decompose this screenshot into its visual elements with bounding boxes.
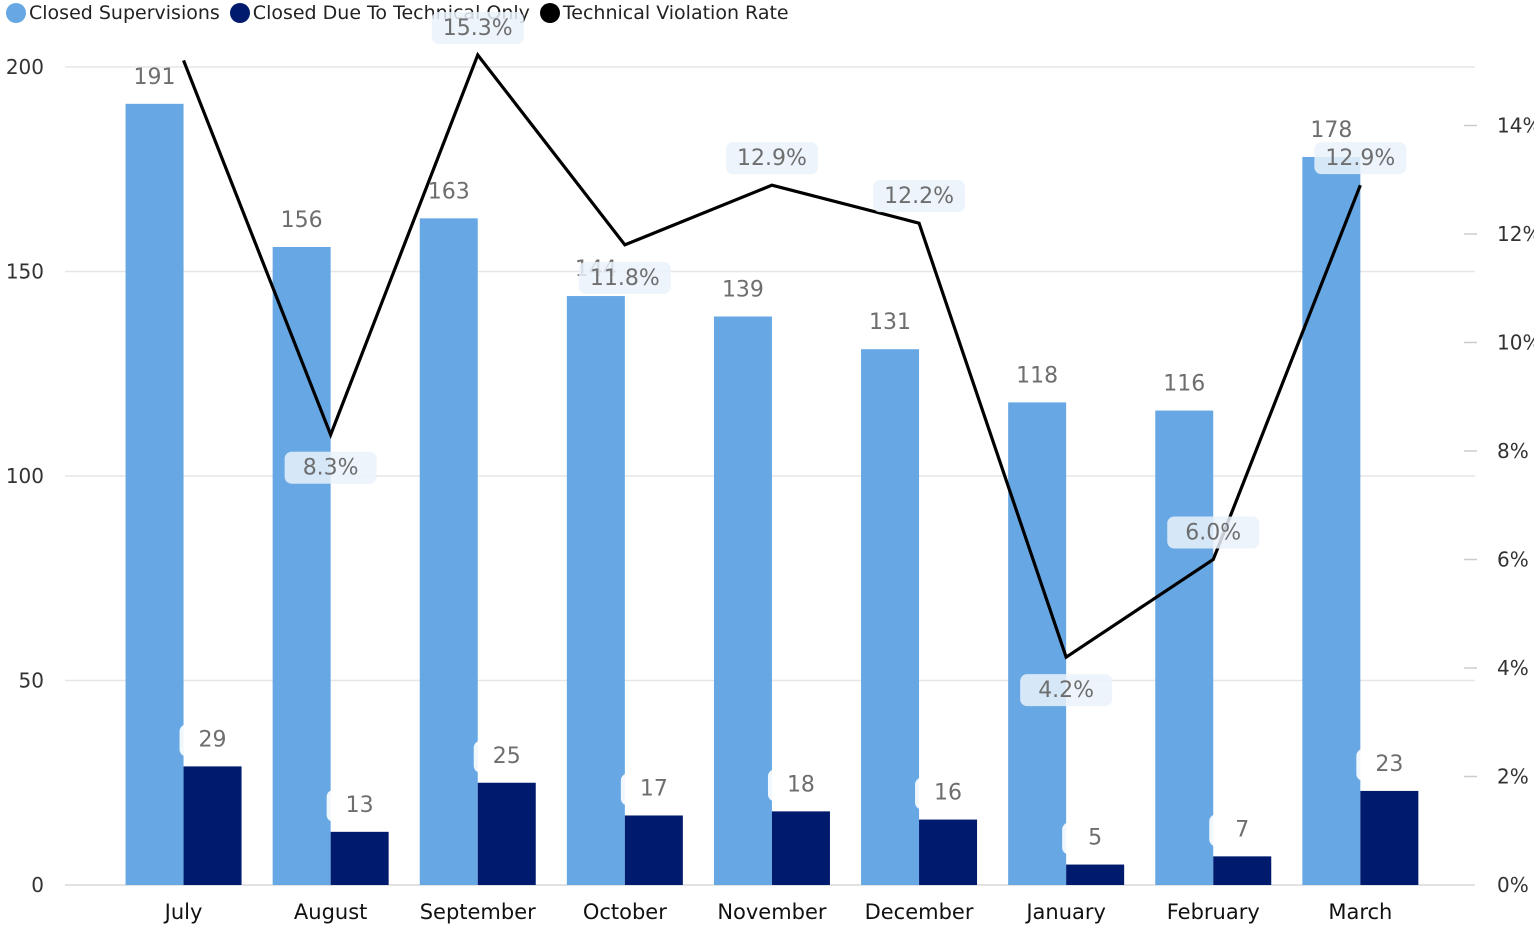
- bar-closed-technical[interactable]: [624, 815, 683, 885]
- bar-closed-supervisions[interactable]: [272, 246, 331, 885]
- bar-closed-technical[interactable]: [771, 811, 830, 885]
- data-label-violation-rate: 12.9%: [1325, 146, 1395, 171]
- bar-closed-supervisions[interactable]: [419, 218, 478, 885]
- y-left-tick-label: 200: [6, 55, 44, 79]
- y-left-tick-label: 50: [19, 669, 44, 693]
- rate-label-backdrop: [284, 451, 377, 484]
- data-label-backdrop: [620, 773, 677, 806]
- rate-label-backdrop: [725, 142, 818, 175]
- y-left-tick-label: 0: [31, 873, 44, 897]
- bar-closed-technical[interactable]: [1360, 790, 1419, 885]
- legend-label-violation-rate: Technical Violation Rate: [562, 2, 789, 24]
- data-label-backdrop: [915, 777, 972, 810]
- y-left-tick-label: 100: [6, 464, 44, 488]
- bar-closed-technical[interactable]: [1213, 856, 1272, 885]
- legend-label-closed-supervisions: Closed Supervisions: [29, 2, 220, 24]
- bar-closed-technical[interactable]: [1066, 864, 1125, 885]
- bars: [125, 103, 1419, 886]
- data-label-closed-supervisions: 191: [134, 65, 176, 90]
- x-tick-label: January: [1024, 900, 1106, 924]
- bar-closed-supervisions[interactable]: [713, 316, 772, 885]
- data-label-closed-technical: 23: [1375, 752, 1403, 777]
- legend-swatch-closed-technical: [229, 3, 250, 23]
- x-axis: July August September October November Decemb…: [163, 900, 1393, 924]
- bar-closed-technical[interactable]: [919, 819, 978, 885]
- y-right-tick-label: 0%: [1497, 873, 1529, 897]
- y-right-tick-label: 6%: [1497, 548, 1529, 572]
- legend-item-closed-supervisions[interactable]: Closed Supervisions: [6, 2, 220, 24]
- bar-closed-supervisions[interactable]: [1155, 410, 1214, 885]
- data-label-violation-rate: 12.2%: [884, 184, 954, 209]
- data-label-closed-technical: 18: [787, 772, 815, 797]
- data-label-violation-rate: 15.3%: [443, 16, 513, 41]
- data-label-closed-technical: 13: [346, 793, 374, 818]
- data-label-violation-rate: 12.9%: [737, 146, 807, 171]
- data-label-backdrop: [1356, 748, 1413, 781]
- bar-closed-technical[interactable]: [183, 766, 242, 885]
- data-label-backdrop: [1209, 814, 1266, 847]
- x-tick-label: February: [1167, 900, 1260, 924]
- data-label-closed-supervisions: 156: [281, 208, 323, 233]
- bar-closed-supervisions[interactable]: [1008, 402, 1067, 885]
- bar-closed-supervisions[interactable]: [566, 296, 625, 885]
- rate-line[interactable]: [182, 51, 1362, 660]
- data-label-closed-technical: 7: [1235, 817, 1249, 842]
- rate-label-backdrop: [431, 11, 524, 44]
- rate-label-backdrop: [1314, 142, 1407, 175]
- data-label-closed-supervisions: 116: [1163, 372, 1205, 397]
- y-left-tick-label: 150: [6, 260, 44, 284]
- data-label-closed-supervisions: 139: [722, 277, 764, 302]
- data-label-closed-supervisions: 131: [869, 310, 911, 335]
- data-label-violation-rate: 11.8%: [590, 266, 660, 291]
- data-label-violation-rate: 4.2%: [1038, 678, 1094, 703]
- data-label-backdrop: [767, 769, 824, 802]
- bar-closed-supervisions[interactable]: [125, 103, 184, 885]
- data-label-closed-technical: 29: [199, 727, 227, 752]
- rate-label-backdrop: [1020, 674, 1113, 707]
- rate-label-backdrop: [1167, 516, 1260, 549]
- x-tick-label: December: [865, 900, 974, 924]
- data-label-closed-technical: 5: [1088, 826, 1102, 851]
- data-label-closed-technical: 16: [934, 781, 962, 806]
- data-label-backdrop: [1062, 822, 1119, 855]
- y-right-tick-label: 14%: [1497, 114, 1534, 138]
- x-tick-label: September: [420, 900, 536, 924]
- y-right-tick-label: 12%: [1497, 222, 1534, 246]
- rate-label-backdrop: [873, 180, 966, 213]
- legend-swatch-violation-rate: [539, 3, 560, 23]
- y-right-tick-label: 4%: [1497, 656, 1529, 680]
- x-tick-label: March: [1328, 900, 1392, 924]
- bar-closed-supervisions[interactable]: [1302, 156, 1361, 886]
- bar-closed-supervisions[interactable]: [861, 349, 920, 886]
- data-label-closed-supervisions: 118: [1016, 363, 1058, 388]
- data-label-backdrop: [473, 740, 530, 773]
- data-label-violation-rate: 8.3%: [303, 456, 359, 481]
- x-tick-label: November: [717, 900, 827, 924]
- rate-line-layer: [182, 51, 1362, 660]
- data-label-closed-technical: 25: [493, 744, 521, 769]
- data-label-closed-supervisions: 178: [1310, 118, 1352, 143]
- data-label-closed-technical: 17: [640, 776, 668, 801]
- left-axis: 0 50 100 150 200: [6, 55, 44, 897]
- x-tick-label: August: [294, 900, 368, 924]
- rate-labels: 8.3% 15.3% 11.8% 12.9% 12.2% 4.2% 6.0% 12.9%: [284, 11, 1407, 707]
- bar-closed-technical[interactable]: [477, 782, 536, 885]
- bar-labels: 1912915613163251441713918131161185116717…: [134, 65, 1413, 855]
- y-right-tick-label: 10%: [1497, 331, 1534, 355]
- y-right-tick-label: 2%: [1497, 765, 1529, 789]
- y-right-tick-label: 8%: [1497, 439, 1529, 463]
- rate-label-backdrop: [578, 261, 671, 294]
- data-label-violation-rate: 6.0%: [1185, 521, 1241, 546]
- bar-closed-technical[interactable]: [330, 831, 389, 885]
- right-axis: 0% 2% 4% 6% 8% 10% 12% 14%: [1464, 114, 1534, 897]
- legend-swatch-closed-supervisions: [6, 3, 26, 23]
- data-label-closed-supervisions: 163: [428, 179, 470, 204]
- x-tick-label: July: [163, 900, 203, 924]
- x-tick-label: October: [583, 900, 667, 924]
- data-label-backdrop: [326, 789, 383, 822]
- legend-item-violation-rate[interactable]: Technical Violation Rate: [539, 2, 789, 24]
- data-label-backdrop: [179, 724, 236, 757]
